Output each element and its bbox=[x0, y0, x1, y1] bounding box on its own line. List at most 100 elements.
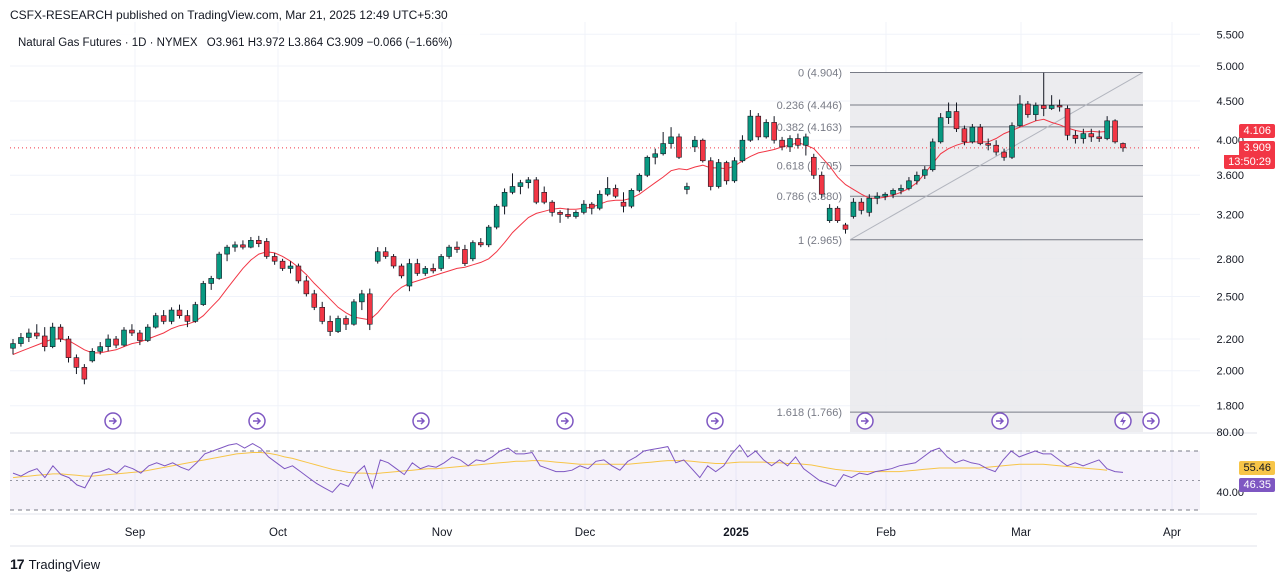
candle[interactable] bbox=[256, 235, 262, 248]
candle[interactable] bbox=[1088, 128, 1095, 142]
candle[interactable] bbox=[160, 310, 167, 325]
event-arrow-icon[interactable] bbox=[412, 412, 430, 430]
candle[interactable] bbox=[351, 299, 357, 326]
candle[interactable] bbox=[295, 263, 302, 284]
candle[interactable] bbox=[26, 328, 32, 343]
candle[interactable] bbox=[747, 110, 754, 142]
candle[interactable] bbox=[343, 315, 349, 331]
candle[interactable] bbox=[692, 136, 698, 153]
candle[interactable] bbox=[398, 263, 405, 279]
candle[interactable] bbox=[478, 238, 484, 248]
candle[interactable] bbox=[922, 166, 928, 179]
lightning-icon[interactable] bbox=[1114, 412, 1132, 430]
event-arrow-icon[interactable] bbox=[706, 412, 724, 430]
candle[interactable] bbox=[1064, 105, 1071, 141]
candle[interactable] bbox=[525, 177, 532, 189]
candle[interactable] bbox=[795, 133, 801, 149]
candle[interactable] bbox=[882, 192, 888, 201]
candle[interactable] bbox=[731, 157, 738, 183]
candle[interactable] bbox=[18, 333, 24, 347]
candle[interactable] bbox=[73, 354, 80, 375]
candle[interactable] bbox=[406, 258, 413, 292]
candle[interactable] bbox=[97, 342, 103, 355]
candle[interactable] bbox=[462, 244, 468, 267]
candle[interactable] bbox=[660, 131, 666, 156]
candle[interactable] bbox=[65, 335, 72, 363]
candle[interactable] bbox=[200, 280, 207, 306]
candle[interactable] bbox=[414, 258, 421, 276]
candle[interactable] bbox=[49, 322, 56, 349]
candle[interactable] bbox=[192, 301, 199, 323]
candle[interactable] bbox=[676, 133, 682, 160]
candle[interactable] bbox=[359, 289, 365, 311]
candle[interactable] bbox=[787, 135, 793, 153]
candle[interactable] bbox=[842, 222, 849, 234]
candle[interactable] bbox=[121, 327, 127, 347]
candle[interactable] bbox=[129, 324, 135, 336]
candle[interactable] bbox=[1072, 130, 1079, 144]
candle[interactable] bbox=[374, 247, 381, 264]
candle[interactable] bbox=[874, 192, 880, 205]
candle[interactable] bbox=[993, 140, 999, 156]
candle[interactable] bbox=[10, 339, 16, 355]
candle[interactable] bbox=[240, 240, 246, 250]
candle[interactable] bbox=[945, 102, 952, 124]
candle[interactable] bbox=[152, 312, 159, 329]
candle[interactable] bbox=[636, 173, 643, 193]
candle[interactable] bbox=[549, 200, 555, 217]
candle[interactable] bbox=[485, 224, 492, 248]
candle[interactable] bbox=[850, 198, 857, 219]
candle[interactable] bbox=[1025, 101, 1031, 118]
event-arrow-icon[interactable] bbox=[104, 412, 122, 430]
candle[interactable] bbox=[430, 263, 436, 274]
candle[interactable] bbox=[739, 135, 746, 163]
candle[interactable] bbox=[1048, 95, 1055, 111]
candle[interactable] bbox=[303, 275, 310, 297]
candle[interactable] bbox=[541, 186, 547, 205]
candle[interactable] bbox=[367, 288, 373, 331]
candle[interactable] bbox=[279, 258, 286, 271]
candle[interactable] bbox=[493, 204, 500, 230]
candle[interactable] bbox=[906, 177, 912, 191]
candle[interactable] bbox=[890, 188, 896, 199]
candle[interactable] bbox=[501, 188, 508, 215]
candle[interactable] bbox=[1033, 102, 1039, 121]
candle[interactable] bbox=[105, 334, 111, 352]
candle[interactable] bbox=[1009, 122, 1015, 160]
event-arrow-icon[interactable] bbox=[248, 412, 266, 430]
candle[interactable] bbox=[390, 254, 397, 269]
candle[interactable] bbox=[985, 138, 991, 151]
candle[interactable] bbox=[620, 192, 627, 213]
candle[interactable] bbox=[41, 327, 48, 352]
candle[interactable] bbox=[311, 289, 318, 311]
candle[interactable] bbox=[715, 159, 722, 189]
candle[interactable] bbox=[961, 125, 968, 146]
candle[interactable] bbox=[34, 324, 40, 339]
candle[interactable] bbox=[565, 208, 571, 219]
candle[interactable] bbox=[818, 171, 825, 199]
candle[interactable] bbox=[533, 177, 540, 205]
candle[interactable] bbox=[1017, 95, 1023, 128]
candle[interactable] bbox=[454, 241, 460, 253]
candle[interactable] bbox=[866, 194, 873, 217]
candle[interactable] bbox=[771, 116, 777, 144]
candle[interactable] bbox=[834, 206, 841, 223]
candle[interactable] bbox=[382, 247, 389, 259]
candle[interactable] bbox=[176, 304, 183, 319]
event-arrow-icon[interactable] bbox=[1142, 412, 1160, 430]
candle[interactable] bbox=[803, 133, 809, 156]
candle[interactable] bbox=[137, 330, 143, 346]
candle[interactable] bbox=[224, 244, 230, 262]
candle[interactable] bbox=[263, 238, 270, 259]
candle[interactable] bbox=[517, 179, 524, 195]
candle[interactable] bbox=[248, 236, 254, 249]
event-arrow-icon[interactable] bbox=[556, 412, 574, 430]
candle[interactable] bbox=[57, 324, 64, 343]
candle[interactable] bbox=[89, 348, 96, 363]
candle[interactable] bbox=[628, 188, 635, 209]
candle[interactable] bbox=[422, 266, 429, 276]
candle[interactable] bbox=[652, 148, 658, 165]
candle[interactable] bbox=[232, 241, 238, 252]
fibonacci-retracement-area[interactable] bbox=[850, 72, 1143, 432]
candle[interactable] bbox=[216, 251, 222, 280]
